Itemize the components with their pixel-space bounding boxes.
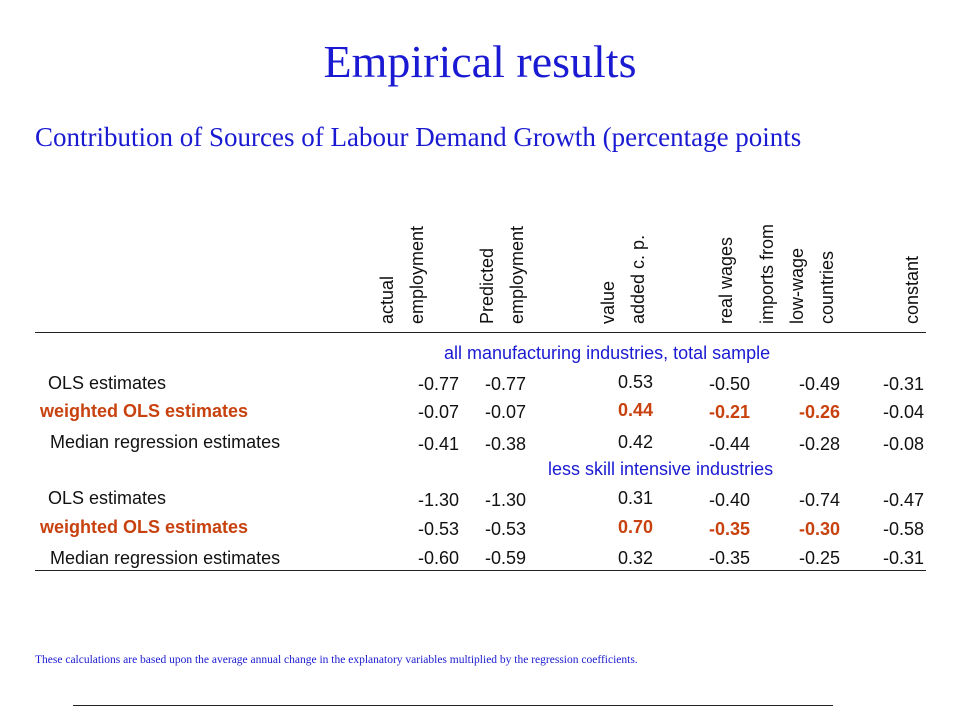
section-header-all-manufacturing: all manufacturing industries, total samp… xyxy=(444,343,771,363)
table-cell: -0.49 xyxy=(798,374,840,394)
table-cell: -0.44 xyxy=(708,434,750,454)
footer-rule xyxy=(73,705,833,706)
table-cell: -0.21 xyxy=(708,402,750,422)
row-label-ols: OLS estimates xyxy=(48,373,167,393)
table-cell: -1.30 xyxy=(484,490,526,510)
table-cell: -0.35 xyxy=(708,548,750,568)
table-cell: -0.53 xyxy=(484,519,526,539)
table-cell: -0.31 xyxy=(882,548,924,568)
table-cell: -0.40 xyxy=(708,490,750,510)
table-cell: -0.74 xyxy=(798,490,840,510)
row-label-ols: OLS estimates xyxy=(48,488,167,508)
table-cell: 0.70 xyxy=(617,517,653,537)
row-label-median: Median regression estimates xyxy=(50,432,281,452)
table-cell: -0.50 xyxy=(708,374,750,394)
row-label-weighted-ols: weighted OLS estimates xyxy=(40,517,249,537)
table-cell: 0.31 xyxy=(617,488,653,508)
table-cell: -0.47 xyxy=(882,490,924,510)
table-cell: -0.25 xyxy=(798,548,840,568)
table-cell: -0.35 xyxy=(708,519,750,539)
table-cell: -0.26 xyxy=(798,402,840,422)
table-cell: -0.53 xyxy=(417,519,459,539)
table-caption: Contribution of Sources of Labour Demand… xyxy=(35,122,802,152)
table-cell: -0.77 xyxy=(484,374,526,394)
table-cell: 0.53 xyxy=(617,372,653,392)
footnote: These calculations are based upon the av… xyxy=(35,654,638,666)
table-bottom-rule xyxy=(35,570,926,571)
table-cell: -0.77 xyxy=(417,374,459,394)
table-cell: -0.58 xyxy=(882,519,924,539)
row-label-weighted-ols: weighted OLS estimates xyxy=(40,401,249,421)
table-cell: 0.44 xyxy=(617,400,653,420)
table-cell: -1.30 xyxy=(417,490,459,510)
table-cell: -0.41 xyxy=(417,434,459,454)
table-cell: -0.28 xyxy=(798,434,840,454)
table-cell: -0.07 xyxy=(417,402,459,422)
table-cell: -0.59 xyxy=(484,548,526,568)
table-cell: -0.31 xyxy=(882,374,924,394)
table-cell: -0.04 xyxy=(882,402,924,422)
section-header-less-skill: less skill intensive industries xyxy=(548,459,774,479)
row-label-median: Median regression estimates xyxy=(50,548,281,568)
table-cell: -0.60 xyxy=(417,548,459,568)
table-cell: 0.32 xyxy=(617,548,653,568)
table-cell: -0.08 xyxy=(882,434,924,454)
table-cell: -0.07 xyxy=(484,402,526,422)
table-top-rule xyxy=(35,332,926,333)
table-cell: 0.42 xyxy=(617,432,653,452)
table-cell: -0.30 xyxy=(798,519,840,539)
table-cell: -0.38 xyxy=(484,434,526,454)
slide-title: Empirical results xyxy=(323,36,637,87)
